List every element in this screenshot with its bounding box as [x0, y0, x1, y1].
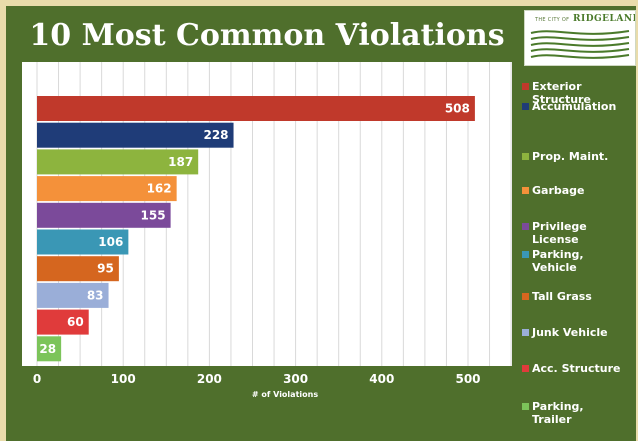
legend-label: Exterior Structure	[532, 80, 591, 106]
bar-value-label: 508	[445, 102, 470, 116]
x-tick-label: 400	[369, 372, 395, 386]
x-axis-label: # of Violations	[251, 390, 319, 399]
legend-label: Parking, Vehicle	[532, 248, 584, 274]
x-tick-label: 500	[455, 372, 481, 386]
bar-value-label: 187	[168, 155, 193, 169]
bar-5	[37, 202, 171, 228]
legend-swatch	[522, 187, 529, 194]
bar-value-label: 162	[147, 182, 172, 196]
bar-value-label: 28	[39, 342, 56, 356]
legend-label: Garbage	[532, 184, 585, 197]
legend-swatch	[522, 223, 529, 230]
bar-value-label: 95	[97, 262, 114, 276]
logo-small-text: THE CITY OF	[535, 17, 570, 23]
bar-10	[37, 336, 62, 362]
bar-value-label: 228	[203, 128, 228, 142]
legend-label: Tall Grass	[532, 290, 592, 303]
logo-waves-icon	[530, 30, 630, 59]
legend-swatch	[522, 329, 529, 336]
x-tick-label: 100	[110, 372, 136, 386]
ridgeland-logo: THE CITY OF RIDGELAND	[524, 10, 636, 66]
legend-swatch	[522, 251, 529, 258]
legend-swatch	[522, 403, 529, 410]
chart-title: 10 Most Common Violations	[29, 18, 505, 53]
bar-value-label: 106	[98, 235, 123, 249]
bar-2	[37, 122, 234, 148]
bar-3	[37, 149, 199, 175]
legend-label: Acc. Structure	[532, 362, 621, 375]
bar-7	[37, 256, 119, 282]
legend-label: Privilege License	[532, 220, 587, 246]
bar-value-label: 155	[141, 208, 166, 222]
bar-6	[37, 229, 129, 255]
bar-1	[37, 96, 475, 121]
legend: Exterior Structure Accumulation Prop. Main…	[520, 72, 636, 432]
bar-4	[37, 176, 177, 202]
x-tick-label: 300	[283, 372, 309, 386]
x-tick-label: 200	[196, 372, 222, 386]
bar-value-label: 83	[87, 288, 104, 302]
legend-swatch	[522, 103, 529, 110]
legend-swatch	[522, 293, 529, 300]
bar-value-label: 60	[67, 315, 84, 329]
x-tick-label: 0	[32, 372, 42, 386]
x-axis-ticks: 0 100 200 300 400 500	[0, 372, 530, 392]
legend-label: Prop. Maint.	[532, 150, 609, 163]
legend-swatch	[522, 153, 529, 160]
legend-label: Parking, Trailer	[532, 400, 584, 426]
legend-label: Accumulation	[532, 100, 617, 113]
legend-swatch	[522, 83, 529, 90]
legend-swatch	[522, 365, 529, 372]
logo-name: RIDGELAND	[573, 14, 636, 24]
bar-9	[37, 309, 89, 335]
bar-8	[37, 282, 109, 308]
plot-area: 508 228 187 162 155 106 95 83 60 28	[22, 62, 512, 366]
legend-label: Junk Vehicle	[532, 326, 608, 339]
